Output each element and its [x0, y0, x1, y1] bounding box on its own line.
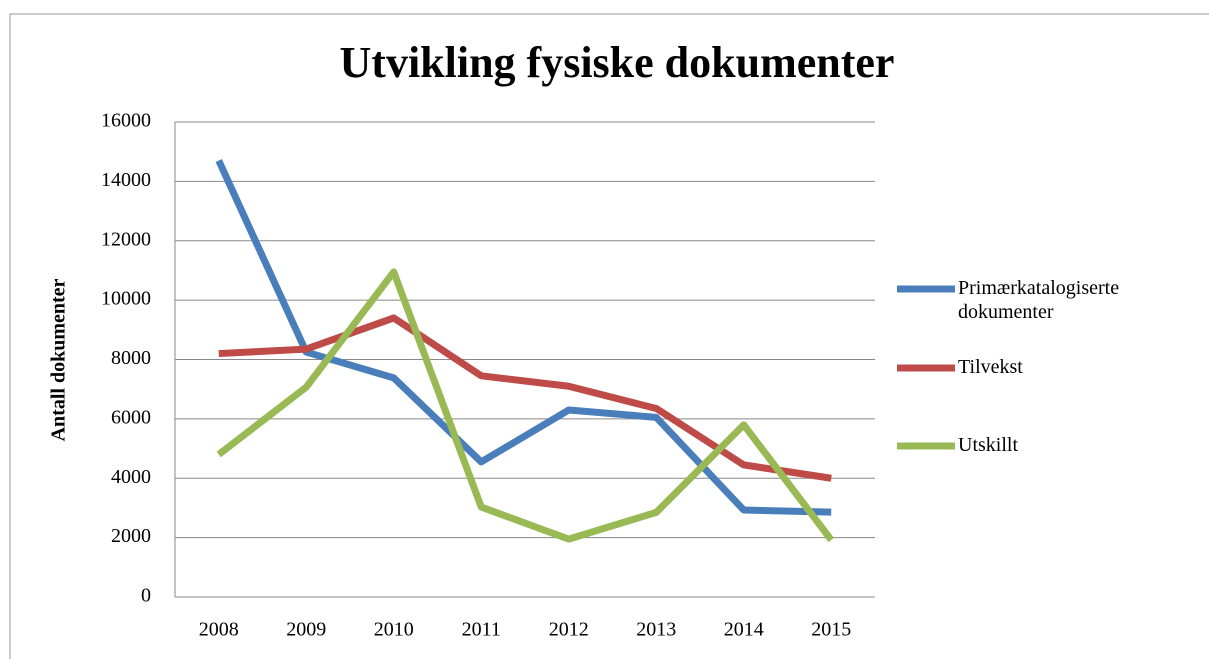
series-line: [216, 268, 835, 543]
y-tick-label: 10000: [101, 288, 151, 310]
x-tick-label: 2008: [199, 619, 239, 641]
y-tick-label: 6000: [111, 406, 151, 428]
x-tick-label: 2014: [724, 619, 764, 641]
chart-title: Utvikling fysiske dokumenter: [340, 38, 895, 87]
y-tick-label: 0: [141, 585, 151, 607]
y-tick-label: 16000: [101, 110, 151, 132]
y-tick-label: 12000: [101, 228, 151, 250]
legend-entry: Tilvekst: [958, 356, 1023, 378]
x-tick-label: 2011: [462, 619, 501, 641]
x-tick-label: 2013: [636, 619, 676, 641]
series-line: [215, 159, 832, 516]
legend-entry: Primærkatalogiserte dokumenter: [958, 277, 1120, 323]
y-tick-label: 14000: [101, 169, 151, 191]
y-axis-label: Antall dokumenter: [48, 278, 70, 441]
y-tick-label: 8000: [111, 347, 151, 369]
legend-entry: Utskillt: [958, 434, 1019, 456]
y-tick-label: 2000: [111, 525, 151, 547]
x-tick-label: 2009: [286, 619, 326, 641]
x-tick-label: 2012: [549, 619, 589, 641]
chart-frame: [9, 13, 1209, 659]
series-line: [218, 314, 832, 482]
x-tick-label: 2015: [811, 619, 851, 641]
legend-label: Tilvekst: [958, 356, 1023, 378]
legend-label: Primærkatalogiserte dokumenter: [958, 277, 1120, 323]
y-tick-label: 4000: [111, 466, 151, 488]
x-tick-label: 2010: [374, 619, 414, 641]
legend-label: Utskillt: [958, 434, 1019, 456]
